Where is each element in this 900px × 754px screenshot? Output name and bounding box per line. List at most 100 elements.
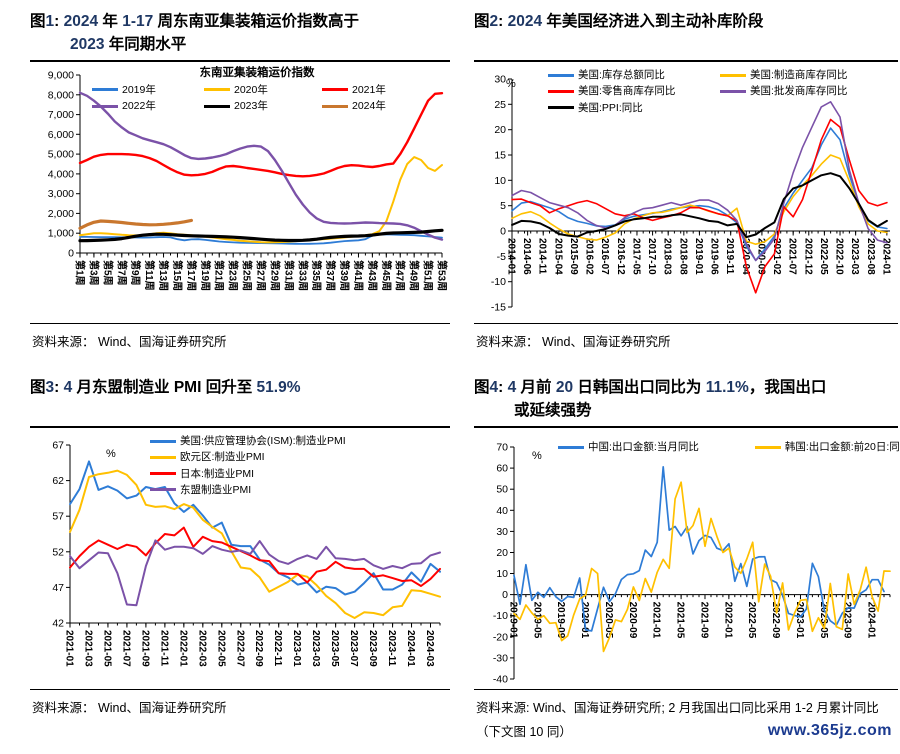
svg-text:第27周: 第27周 — [255, 260, 268, 291]
svg-text:2021-09: 2021-09 — [139, 630, 150, 667]
legend-item: 美国:供应管理协会(ISM):制造业PMI — [150, 433, 346, 449]
axis-unit-label: % — [506, 78, 516, 90]
legend-label: 2022年 — [122, 100, 156, 113]
svg-text:9,000: 9,000 — [48, 70, 74, 82]
figure-1-title: 图1: 2024 年 1-17 周东南亚集装箱运价指数高于 2023 年同期水平 — [30, 10, 450, 57]
legend-label: 日本:制造业PMI — [180, 467, 255, 480]
svg-text:第21周: 第21周 — [213, 260, 226, 291]
svg-text:2018-08: 2018-08 — [677, 238, 688, 275]
svg-text:2021-05: 2021-05 — [675, 602, 686, 639]
svg-text:2014-01: 2014-01 — [506, 238, 517, 275]
figure-3-title: 图3: 4 月东盟制造业 PMI 回升至 51.9% — [30, 376, 450, 423]
svg-text:第37周: 第37周 — [324, 260, 337, 291]
series-line-0 — [69, 460, 441, 596]
svg-text:第15周: 第15周 — [171, 260, 184, 291]
series-line-1 — [69, 469, 441, 619]
y-axis: -15 -10 -5 0 5 10 15 20 25 30 — [491, 74, 513, 314]
chart-area-fig4: % 中国:出口金额:当月同比 韩国:出口金额:前20日:同比 -40 -30 -20-… — [474, 431, 900, 689]
figure-4-title: 图4: 4 月前 20 日韩国出口同比为 11.1%，我国出口 或延续强势 — [474, 376, 898, 423]
svg-text:2022-05: 2022-05 — [215, 630, 226, 667]
svg-text:2022-01: 2022-01 — [722, 602, 733, 639]
svg-text:2019-09: 2019-09 — [555, 602, 566, 639]
line-chart-fig4: -40 -30 -20 -10 0 10 20 30 40 50 60 70 2019-01 2019-0… — [493, 442, 891, 686]
series-line-0 — [511, 127, 888, 262]
svg-text:20: 20 — [496, 547, 508, 559]
svg-text:-10: -10 — [493, 610, 508, 622]
svg-text:2021-07: 2021-07 — [120, 630, 131, 667]
svg-text:5,000: 5,000 — [48, 149, 74, 161]
svg-text:2021-05: 2021-05 — [101, 630, 112, 667]
svg-text:8,000: 8,000 — [48, 89, 74, 101]
svg-text:0: 0 — [68, 248, 74, 260]
svg-text:57: 57 — [52, 511, 64, 523]
svg-text:2023-09: 2023-09 — [842, 602, 853, 639]
svg-text:2,000: 2,000 — [48, 208, 74, 220]
svg-text:2014-06: 2014-06 — [521, 238, 532, 275]
svg-text:2022-01: 2022-01 — [177, 630, 188, 667]
svg-text:2015-04: 2015-04 — [552, 238, 563, 275]
legend-swatch — [322, 88, 348, 92]
legend-swatch — [204, 104, 230, 108]
legend-item: 中国:出口金额:当月同比 — [558, 439, 699, 455]
y-axis: -40 -30 -20 -10 0 10 20 30 40 50 60 70 — [493, 442, 515, 686]
svg-text:第5周: 第5周 — [101, 260, 114, 286]
source-note: 资料来源： Wind、国海证券研究所 — [32, 701, 227, 715]
legend-item: 2021年 — [322, 82, 422, 98]
svg-text:2022-03: 2022-03 — [196, 630, 207, 667]
svg-text:20: 20 — [494, 124, 506, 136]
figure-title-line: 2023 年同期水平 — [70, 36, 187, 54]
figure-title-line: 或延续强势 — [514, 402, 592, 420]
svg-text:70: 70 — [496, 442, 508, 454]
line-chart-fig3: 42 47 52 57 62 67 2021-01 2021-03 2021-05 2021-07… — [52, 440, 441, 667]
svg-text:2023-11: 2023-11 — [386, 630, 397, 667]
source-divider — [30, 323, 450, 324]
svg-text:第3周: 第3周 — [87, 260, 100, 286]
legend-swatch — [548, 73, 574, 77]
legend-swatch — [548, 106, 574, 110]
legend-item: 美国:制造商库存同比 — [720, 67, 883, 83]
figure-panel-1: 图1: 2024 年 1-17 周东南亚集装箱运价指数高于 2023 年同期水平… — [30, 10, 450, 350]
legend-swatch — [322, 104, 348, 108]
svg-text:第23周: 第23周 — [227, 260, 240, 291]
legend-item: 东盟制造业PMI — [150, 482, 346, 498]
svg-text:2022-09: 2022-09 — [770, 602, 781, 639]
legend-swatch — [548, 89, 574, 93]
legend-label: 美国:批发商库存同比 — [750, 85, 848, 98]
series-line-4 — [511, 172, 888, 239]
svg-text:62: 62 — [52, 475, 64, 487]
svg-text:第47周: 第47周 — [394, 260, 407, 291]
legend-label: 美国:供应管理协会(ISM):制造业PMI — [180, 435, 346, 447]
legend-item: 日本:制造业PMI — [150, 466, 346, 482]
svg-text:2023-01: 2023-01 — [291, 630, 302, 667]
svg-text:52: 52 — [52, 546, 64, 558]
chart-area-fig3: % 美国:供应管理协会(ISM):制造业PMI 欧元区:制造业PMI 日本:制造业P… — [30, 431, 450, 689]
series-line-1 — [513, 481, 891, 653]
svg-text:2018-03: 2018-03 — [662, 238, 673, 275]
figure-title-line: 图3: 4 月东盟制造业 PMI 回升至 51.9% — [30, 379, 301, 396]
svg-text:第11周: 第11周 — [143, 260, 156, 291]
x-axis: 2014-01 2014-06 2014-11 2015-04 2015-09 2016-… — [506, 230, 891, 275]
legend-label: 美国:制造商库存同比 — [750, 69, 848, 81]
svg-text:40: 40 — [496, 505, 508, 517]
svg-text:2024-01: 2024-01 — [405, 630, 416, 667]
legend-swatch — [150, 439, 176, 443]
source-divider — [30, 689, 450, 690]
source-note: 资料来源: Wind、国海证券研究所; 2 月我国出口同比采用 1-2 月累计同… — [476, 697, 898, 745]
source-divider — [474, 689, 898, 690]
legend-label: 2023年 — [234, 100, 268, 113]
svg-text:第31周: 第31周 — [282, 260, 295, 291]
svg-text:67: 67 — [52, 440, 64, 452]
source-divider — [474, 323, 898, 324]
chart-legend: 美国:库存总额同比 美国:制造商库存同比 美国:零售商库存同比 美国:批发商库存同比美… — [548, 67, 883, 116]
legend-swatch — [754, 445, 781, 449]
svg-text:第17周: 第17周 — [185, 260, 198, 291]
axis-unit-label: % — [532, 450, 542, 462]
svg-text:2019-01: 2019-01 — [693, 238, 704, 275]
watermark-link[interactable]: www.365jz.com — [767, 722, 892, 740]
legend-swatch — [558, 445, 584, 449]
svg-text:2023-07: 2023-07 — [348, 630, 359, 667]
svg-text:2020-09: 2020-09 — [755, 238, 766, 275]
legend-items: 中国:出口金额:当月同比 韩国:出口金额:前20日:同比 — [558, 439, 900, 455]
svg-text:2022-10: 2022-10 — [834, 238, 845, 275]
svg-text:第7周: 第7周 — [115, 260, 128, 286]
